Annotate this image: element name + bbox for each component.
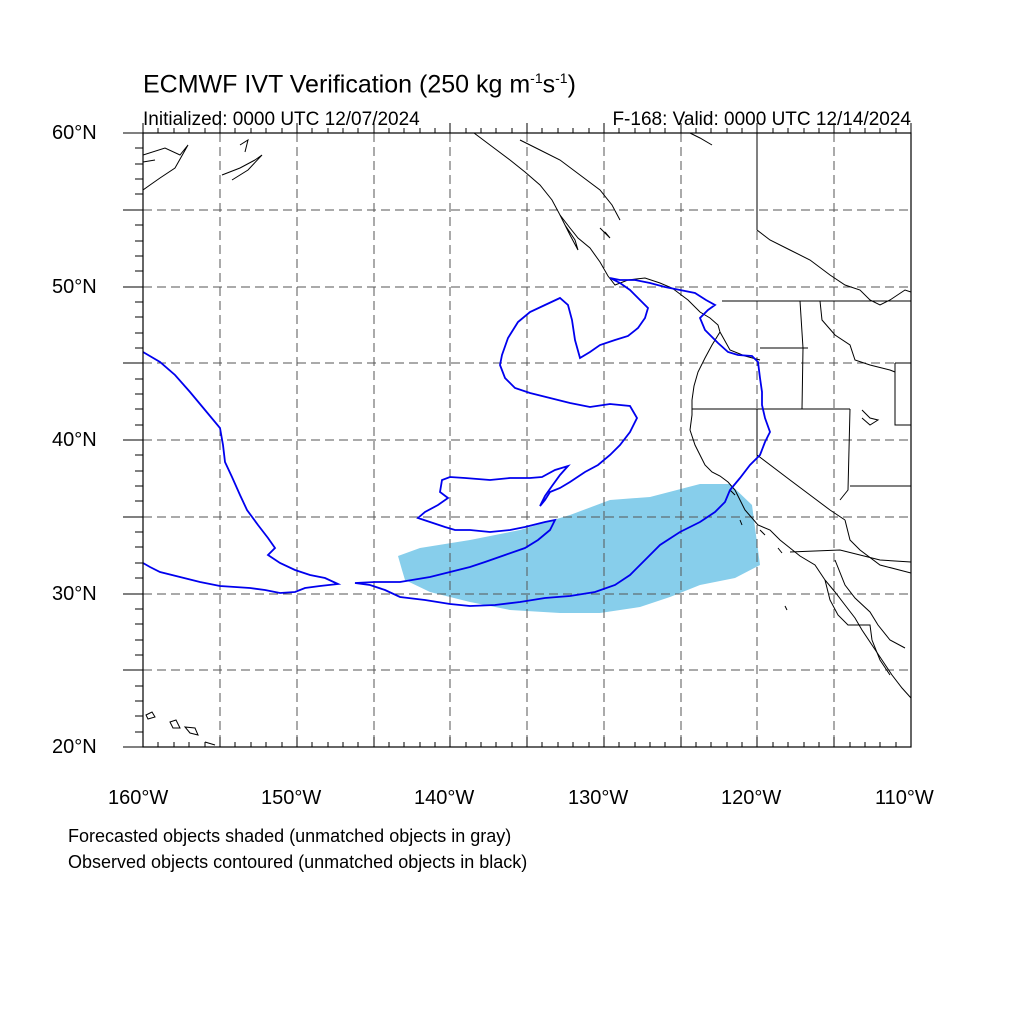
lat-label: 60°N xyxy=(52,122,97,144)
lon-label: 130°W xyxy=(568,787,629,809)
observed-legend-note: Observed objects contoured (unmatched ob… xyxy=(68,852,528,872)
lon-label: 150°W xyxy=(261,787,322,809)
initialized-label: Initialized: 0000 UTC 12/07/2024 xyxy=(143,109,420,130)
lon-label: 140°W xyxy=(414,787,475,809)
lat-label: 50°N xyxy=(52,276,97,298)
lat-label: 30°N xyxy=(52,583,97,605)
observed-object-west xyxy=(143,351,342,594)
observed-object-east xyxy=(354,277,771,607)
forecast-object xyxy=(398,484,760,613)
chart-title: ECMWF IVT Verification (250 kg m-1s-1) xyxy=(143,70,576,99)
observed-contours xyxy=(143,277,771,607)
lat-label: 20°N xyxy=(52,736,97,758)
grid-lines xyxy=(143,133,911,747)
lon-label: 160°W xyxy=(108,787,169,809)
lon-label: 120°W xyxy=(721,787,782,809)
forecast-legend-note: Forecasted objects shaded (unmatched obj… xyxy=(68,826,512,846)
valid-time-label: F-168: Valid: 0000 UTC 12/14/2024 xyxy=(612,109,911,130)
lon-label: 110°W xyxy=(875,787,934,809)
coastlines xyxy=(143,133,911,746)
axis-ticks xyxy=(123,123,912,748)
lat-label: 40°N xyxy=(52,429,97,451)
